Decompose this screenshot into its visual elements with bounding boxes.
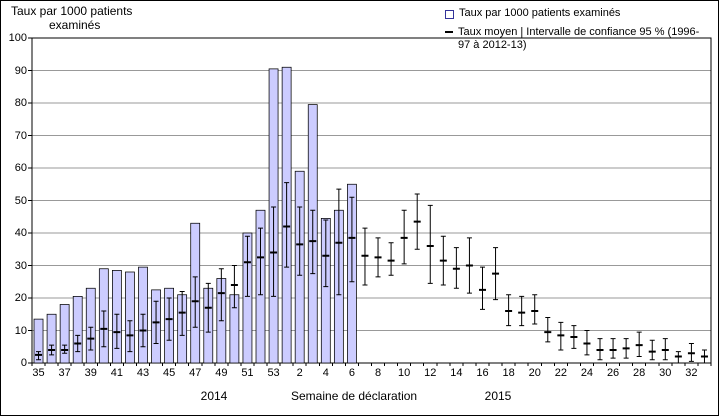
y-tick-label-60: 60 — [14, 162, 27, 174]
x-axis-title: Semaine de déclaration — [291, 389, 418, 403]
bar-week-37 — [59, 304, 70, 364]
y-tick-label-90: 90 — [14, 64, 27, 77]
y-tick-label-40: 40 — [14, 227, 27, 239]
legend-label-mean: Taux moyen | Intervalle de confiance 95 … — [458, 26, 699, 52]
year-label-2015: 2015 — [484, 389, 512, 403]
bar-week-42 — [125, 271, 135, 364]
x-tick-label-week-47: 47 — [189, 367, 202, 379]
bar-week-36 — [46, 313, 57, 364]
y-tick-label-70: 70 — [14, 129, 27, 142]
x-tick-label-week-2: 2 — [296, 367, 303, 379]
bar-series-marker-icon — [445, 10, 454, 19]
bar-week-4 — [320, 218, 331, 364]
x-tick-label-week-6: 6 — [348, 367, 355, 379]
x-tick-label-week-24: 24 — [580, 367, 594, 379]
x-tick-label-week-10: 10 — [398, 367, 411, 379]
y-tick-label-0: 0 — [20, 357, 27, 369]
y-tick-label-80: 80 — [14, 97, 27, 109]
x-tick-label-week-16: 16 — [476, 367, 489, 379]
mean-series-marker-icon — [445, 31, 453, 33]
y-tick-label-10: 10 — [14, 324, 27, 337]
x-tick-label-week-37: 37 — [58, 367, 71, 379]
x-tick-label-week-45: 45 — [162, 367, 176, 379]
legend: Taux par 1000 patients examinés Taux moy… — [445, 7, 713, 58]
x-tick-label-week-28: 28 — [633, 367, 646, 379]
bar-week-38 — [72, 296, 83, 364]
y-tick-label-20: 20 — [14, 292, 27, 304]
x-tick-label-week-18: 18 — [502, 367, 515, 379]
year-label-2014: 2014 — [200, 389, 228, 403]
x-tick-label-week-4: 4 — [322, 367, 329, 379]
bar-week-39 — [85, 287, 96, 364]
x-tick-label-week-43: 43 — [136, 367, 150, 379]
legend-label-mean-line2: 97 à 2012-13) — [458, 39, 527, 51]
x-tick-label-week-32: 32 — [685, 367, 698, 379]
x-tick-label-week-30: 30 — [659, 367, 672, 379]
x-tick-label-week-39: 39 — [84, 367, 97, 379]
x-tick-label-week-49: 49 — [215, 367, 228, 379]
y-tick-label-50: 50 — [14, 194, 27, 207]
x-tick-label-week-26: 26 — [606, 367, 620, 379]
legend-item-mean: Taux moyen | Intervalle de confiance 95 … — [445, 26, 713, 52]
x-tick-label-week-35: 35 — [32, 367, 45, 379]
x-tick-label-week-51: 51 — [241, 367, 254, 379]
x-tick-label-week-20: 20 — [528, 367, 541, 379]
legend-label-mean-line1: Taux moyen | Intervalle de confiance 95 … — [458, 26, 700, 38]
y-axis-title-line1: Taux par 1000 patients — [11, 4, 133, 18]
bar-week-35 — [33, 318, 44, 364]
x-tick-label-week-41: 41 — [110, 367, 123, 379]
legend-label-bars: Taux par 1000 patients examinés — [459, 7, 621, 19]
y-tick-label-30: 30 — [14, 259, 27, 272]
x-tick-label-week-22: 22 — [554, 367, 567, 379]
bar-week-51 — [242, 232, 253, 364]
x-tick-label-week-53: 53 — [267, 367, 280, 379]
y-axis-title-line2: examinés — [49, 18, 101, 32]
x-tick-label-week-14: 14 — [450, 367, 463, 379]
legend-item-bars: Taux par 1000 patients examinés — [445, 7, 713, 20]
x-tick-label-week-8: 8 — [374, 367, 382, 379]
y-tick-label-100: 100 — [8, 32, 27, 44]
x-tick-label-week-12: 12 — [424, 367, 437, 379]
